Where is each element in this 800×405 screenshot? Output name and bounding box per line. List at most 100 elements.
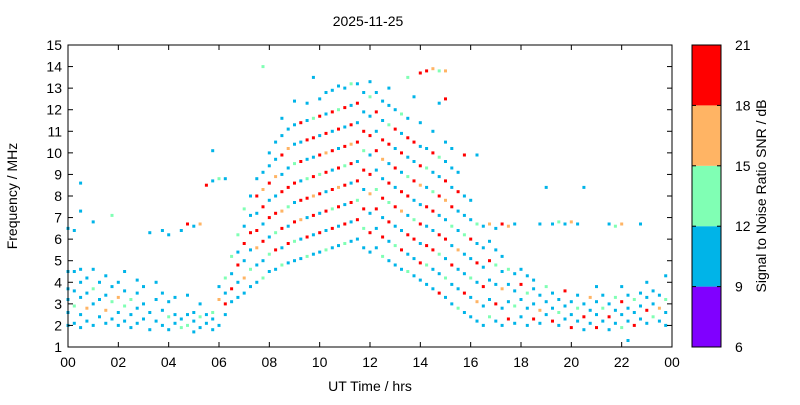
data-point — [198, 315, 202, 319]
data-point — [337, 205, 340, 209]
data-point — [299, 218, 303, 222]
data-point — [274, 157, 278, 161]
data-point — [362, 168, 366, 172]
data-point — [318, 192, 322, 196]
data-point — [330, 207, 334, 211]
data-point — [79, 209, 83, 213]
data-point — [280, 172, 284, 176]
data-point — [506, 224, 510, 228]
x-tick-label: 14 — [413, 354, 429, 370]
data-point — [330, 188, 334, 191]
x-tick-label: 06 — [211, 354, 227, 370]
data-point — [488, 278, 491, 282]
data-point — [129, 313, 133, 317]
data-point — [249, 267, 252, 271]
data-point — [664, 311, 668, 314]
data-point — [418, 144, 422, 148]
data-point — [626, 339, 630, 342]
data-point — [494, 302, 498, 306]
data-point — [626, 306, 630, 310]
data-point — [500, 254, 504, 258]
data-point — [311, 116, 315, 120]
data-point — [274, 267, 278, 271]
data-point — [488, 239, 491, 243]
data-point — [481, 285, 485, 289]
data-point — [211, 311, 215, 314]
x-tick-label: 02 — [111, 354, 127, 370]
data-point — [160, 229, 164, 232]
data-point — [387, 123, 391, 127]
data-point — [500, 222, 504, 226]
data-point — [481, 224, 485, 228]
y-tick-label: 6 — [54, 231, 62, 247]
data-point — [242, 224, 246, 228]
data-point — [620, 285, 624, 289]
data-point — [368, 211, 372, 215]
data-point — [456, 267, 460, 271]
data-point — [192, 319, 196, 323]
data-point — [494, 282, 498, 286]
data-point — [462, 252, 466, 256]
data-point — [551, 222, 554, 226]
data-point — [425, 205, 429, 209]
data-point — [324, 209, 328, 213]
data-point — [374, 110, 378, 114]
data-point — [519, 267, 523, 271]
data-point — [349, 239, 353, 243]
y-tick-label: 1 — [54, 339, 62, 355]
x-tick-label: 00 — [60, 354, 76, 370]
data-point — [330, 246, 334, 250]
data-point — [437, 175, 441, 179]
data-point — [381, 235, 385, 239]
data-point — [274, 231, 278, 235]
data-point — [72, 270, 76, 273]
data-point — [450, 244, 454, 248]
data-point — [475, 319, 479, 323]
data-point — [444, 179, 447, 183]
data-point — [349, 123, 353, 127]
data-point — [481, 304, 485, 308]
data-point — [557, 298, 561, 301]
x-axis-ticks: 00 02 04 06 08 10 12 14 16 18 20 22 00 — [60, 45, 680, 370]
data-point — [267, 164, 271, 168]
data-point — [217, 285, 221, 289]
data-point — [349, 142, 353, 146]
data-point — [148, 311, 152, 314]
data-point — [123, 270, 127, 273]
data-point — [620, 300, 624, 304]
data-point — [135, 278, 139, 282]
data-point — [469, 276, 473, 280]
data-point — [343, 222, 347, 226]
data-point — [211, 317, 215, 321]
data-point — [355, 237, 359, 241]
data-point — [198, 326, 202, 330]
data-point — [217, 298, 221, 301]
data-point — [639, 222, 642, 226]
data-point — [142, 317, 145, 321]
data-point — [261, 170, 265, 174]
data-point — [362, 149, 366, 153]
data-point — [91, 287, 95, 291]
data-point — [500, 270, 504, 273]
data-point — [469, 237, 473, 241]
data-point — [318, 172, 322, 176]
data-point — [576, 306, 580, 310]
data-point — [406, 75, 410, 79]
data-point — [305, 138, 309, 142]
data-point — [324, 190, 328, 194]
data-point — [349, 103, 353, 107]
data-point — [381, 119, 385, 122]
data-point — [104, 308, 108, 312]
data-point — [217, 177, 221, 181]
data-point — [305, 196, 309, 200]
data-point — [538, 308, 542, 312]
data-point — [412, 257, 416, 261]
data-point — [355, 160, 359, 163]
data-point — [110, 285, 114, 289]
data-point — [330, 129, 334, 133]
data-point — [330, 110, 334, 114]
data-point — [330, 149, 334, 153]
colorbar-segment — [692, 226, 721, 287]
data-point — [355, 121, 359, 125]
colorbar-tick-label: 6 — [735, 339, 743, 355]
